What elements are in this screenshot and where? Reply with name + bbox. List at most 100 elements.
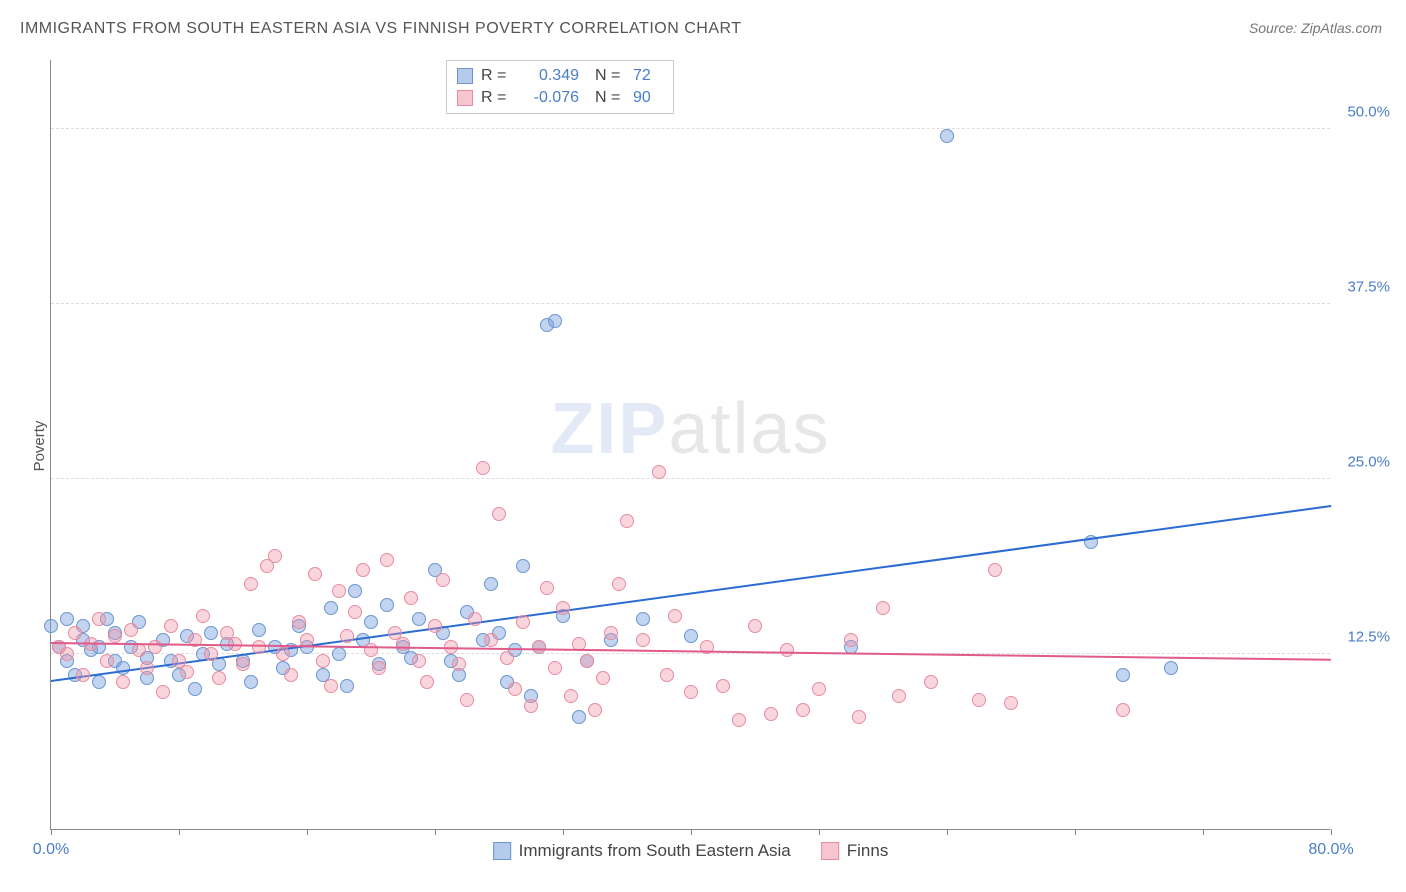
data-point [204,647,218,661]
data-point [124,623,138,637]
data-point [348,584,362,598]
x-tick [179,829,180,835]
data-point [380,598,394,612]
data-point [620,514,634,528]
x-tick [563,829,564,835]
data-point [364,615,378,629]
stats-row: R = -0.076 N = 90 [457,87,663,109]
gridline [51,128,1330,129]
data-point [332,584,346,598]
r-label: R = [481,89,511,107]
data-point [340,679,354,693]
data-point [972,693,986,707]
data-point [180,665,194,679]
data-point [988,563,1002,577]
data-point [276,647,290,661]
data-point [796,703,810,717]
data-point [252,623,266,637]
scatter-plot-area: ZIPatlas R = 0.349 N = 72 R = -0.076 N =… [50,60,1330,830]
data-point [516,615,530,629]
gridline [51,303,1330,304]
data-point [652,465,666,479]
data-point [308,567,322,581]
data-point [196,609,210,623]
legend-label-2: Finns [847,841,889,861]
data-point [372,661,386,675]
data-point [420,675,434,689]
data-point [324,601,338,615]
data-point [100,654,114,668]
data-point [636,612,650,626]
data-point [396,637,410,651]
data-point [412,612,426,626]
data-point [156,685,170,699]
r-value-1: 0.349 [519,67,579,85]
data-point [780,643,794,657]
data-point [348,605,362,619]
data-point [1004,696,1018,710]
x-tick [947,829,948,835]
data-point [564,689,578,703]
x-max-label: 80.0% [1308,841,1353,859]
data-point [324,679,338,693]
data-point [924,675,938,689]
data-point [812,682,826,696]
data-point [516,559,530,573]
x-tick [1075,829,1076,835]
data-point [364,643,378,657]
x-tick [819,829,820,835]
x-tick [691,829,692,835]
data-point [500,651,514,665]
y-tick-label: 25.0% [1347,454,1390,471]
x-tick [1331,829,1332,835]
data-point [460,693,474,707]
legend-item-2: Finns [821,841,889,861]
correlation-stats-box: R = 0.349 N = 72 R = -0.076 N = 90 [446,60,674,114]
data-point [476,461,490,475]
data-point [852,710,866,724]
data-point [452,657,466,671]
x-tick [1203,829,1204,835]
data-point [188,682,202,696]
data-point [684,685,698,699]
data-point [1116,668,1130,682]
data-point [892,689,906,703]
data-point [468,612,482,626]
n-value-2: 90 [633,89,663,107]
data-point [316,654,330,668]
data-point [484,633,498,647]
data-point [612,577,626,591]
data-point [340,629,354,643]
data-point [660,668,674,682]
data-point [668,609,682,623]
source-label: Source: [1249,20,1297,36]
gridline [51,478,1330,479]
data-point [492,507,506,521]
data-point [204,626,218,640]
data-point [116,675,130,689]
data-point [604,626,618,640]
y-tick-label: 12.5% [1347,629,1390,646]
data-point [508,682,522,696]
data-point [356,563,370,577]
data-point [404,591,418,605]
data-point [268,549,282,563]
data-point [212,671,226,685]
data-point [292,615,306,629]
bottom-legend: Immigrants from South Eastern Asia Finns [493,841,889,861]
data-point [548,661,562,675]
data-point [764,707,778,721]
watermark-bold: ZIP [550,389,668,469]
data-point [108,629,122,643]
data-point [92,675,106,689]
data-point [524,699,538,713]
data-point [244,675,258,689]
data-point [44,619,58,633]
source-value: ZipAtlas.com [1301,20,1382,36]
chart-title: IMMIGRANTS FROM SOUTH EASTERN ASIA VS FI… [20,20,742,38]
r-value-2: -0.076 [519,89,579,107]
data-point [484,577,498,591]
data-point [252,640,266,654]
legend-item-1: Immigrants from South Eastern Asia [493,841,791,861]
data-point [532,640,546,654]
